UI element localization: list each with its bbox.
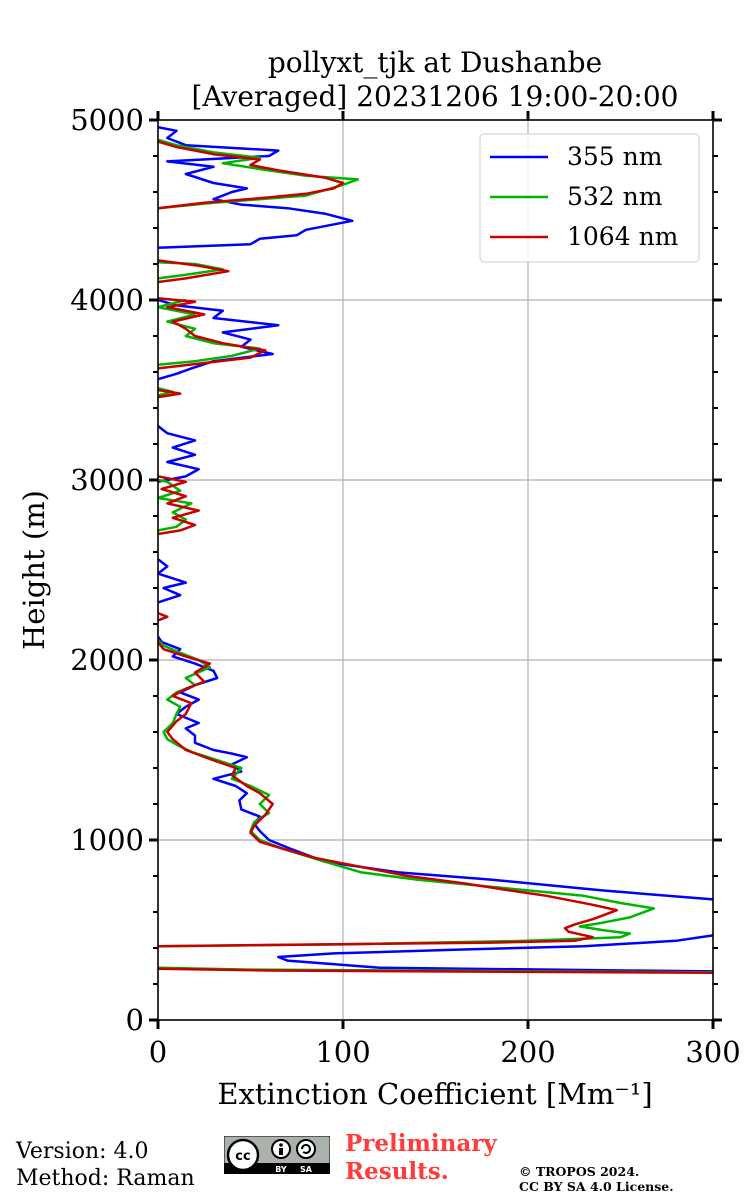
copyright-line2: CC BY SA 4.0 License. (519, 1179, 674, 1194)
version-label: Version: 4.0 (16, 1139, 149, 1164)
x-tick-label-0: 0 (149, 1035, 167, 1069)
x-tick-label-300: 300 (685, 1035, 740, 1069)
cc-by-sa-license-icon: cc BY SA (224, 1136, 330, 1174)
method-label: Method: Raman (16, 1166, 195, 1191)
axes: 0 1000 2000 3000 4000 5000 0 100 200 300 (70, 103, 740, 1069)
x-tick-label-100: 100 (315, 1035, 370, 1069)
preliminary-line1: Preliminary (345, 1130, 497, 1157)
cc-sa-text: SA (300, 1165, 313, 1174)
chart-title-line1: pollyxt_tjk at Dushanbe (268, 46, 602, 79)
copyright-notice: © TROPOS 2024. CC BY SA 4.0 License. (519, 1164, 674, 1194)
y-axis-label: Height (m) (17, 490, 51, 650)
grid (158, 120, 713, 1020)
cc-by-text: BY (275, 1165, 287, 1174)
legend-label-355: 355 nm (567, 142, 663, 171)
x-axis-label: Extinction Coefficient [Mm⁻¹] (217, 1077, 652, 1111)
series-line-532-nm (158, 138, 713, 974)
preliminary-results-notice: Preliminary Results. (345, 1130, 497, 1186)
legend-box (479, 133, 700, 263)
series-lines (158, 125, 713, 975)
y-tick-label-4000: 4000 (70, 283, 144, 317)
legend-label-1064: 1064 nm (567, 222, 679, 251)
x-tick-label-200: 200 (500, 1035, 555, 1069)
series-line-1064-nm (158, 140, 713, 975)
copyright-line1: © TROPOS 2024. (519, 1164, 640, 1179)
plot-frame (157, 119, 714, 1021)
cc-mark: cc (235, 1149, 250, 1164)
chart-title-line2: [Averaged] 20231206 19:00-20:00 (192, 80, 679, 113)
preliminary-line2: Results. (345, 1158, 449, 1185)
legend-label-532: 532 nm (567, 182, 663, 211)
series-line-355-nm (158, 125, 713, 973)
y-tick-label-2000: 2000 (70, 643, 144, 677)
y-tick-label-1000: 1000 (70, 823, 144, 857)
y-tick-label-3000: 3000 (70, 463, 144, 497)
extinction-profile-chart: pollyxt_tjk at Dushanbe [Averaged] 20231… (17, 46, 741, 1111)
legend: 355 nm 532 nm 1064 nm (479, 133, 700, 263)
y-tick-label-0: 0 (126, 1003, 144, 1037)
y-tick-label-5000: 5000 (70, 103, 144, 137)
